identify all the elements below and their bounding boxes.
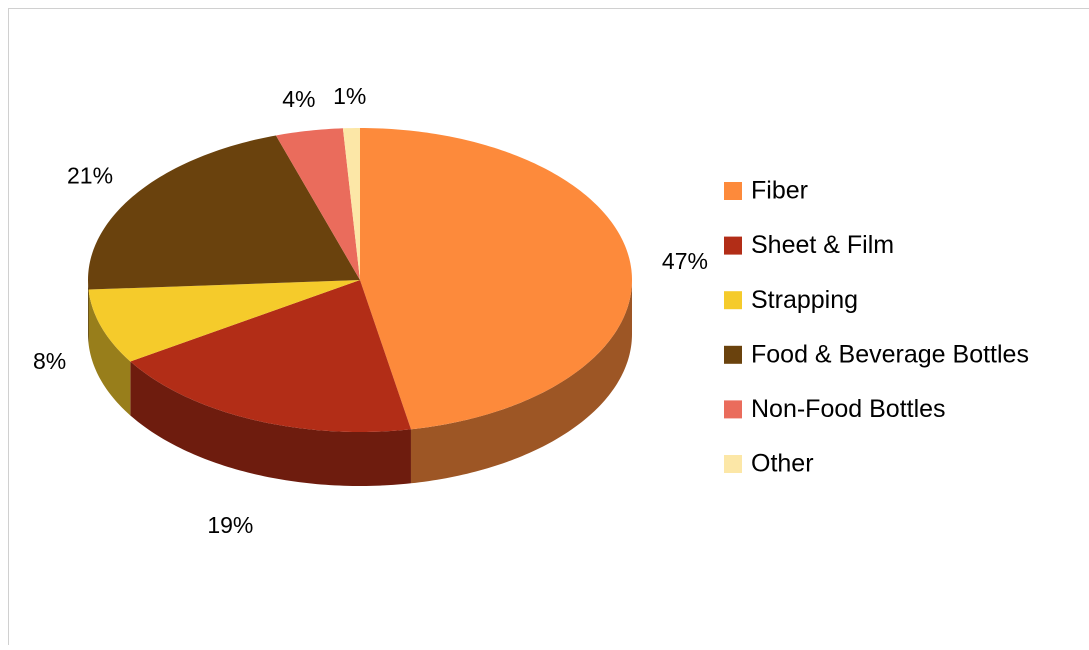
data-label: 47% bbox=[662, 248, 708, 274]
legend-label: Food & Beverage Bottles bbox=[751, 340, 1029, 368]
legend-label: Non-Food Bottles bbox=[751, 395, 946, 423]
data-label: 1% bbox=[333, 83, 366, 109]
legend-swatch bbox=[724, 182, 742, 200]
legend-label: Sheet & Film bbox=[751, 231, 894, 259]
legend-label: Strapping bbox=[751, 286, 858, 314]
legend-swatch bbox=[724, 291, 742, 309]
legend-swatch bbox=[724, 455, 742, 473]
data-label: 21% bbox=[67, 163, 113, 189]
legend-swatch bbox=[724, 400, 742, 418]
legend-swatch bbox=[724, 346, 742, 364]
legend-label: Other bbox=[751, 450, 814, 478]
legend-label: Fiber bbox=[751, 177, 808, 205]
data-label: 8% bbox=[33, 348, 66, 374]
legend-swatch bbox=[724, 237, 742, 255]
data-label: 4% bbox=[282, 86, 315, 112]
slice-side bbox=[88, 280, 89, 344]
data-label: 19% bbox=[207, 512, 253, 538]
